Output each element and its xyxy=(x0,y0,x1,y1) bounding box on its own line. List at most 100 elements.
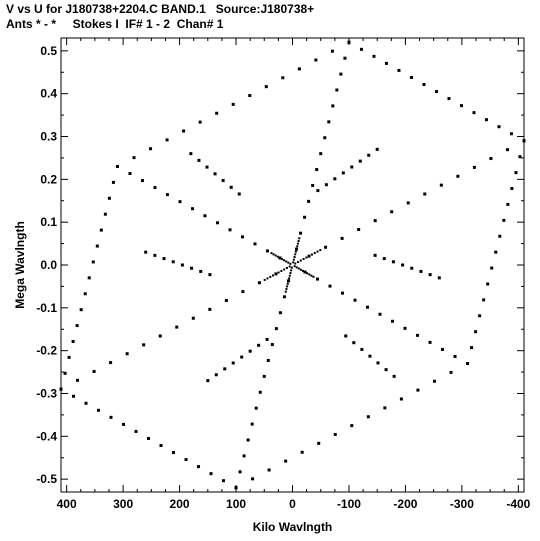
uv-point xyxy=(254,406,258,410)
uv-point xyxy=(92,369,96,373)
uv-point xyxy=(172,451,176,455)
uv-point xyxy=(335,88,339,92)
uv-point xyxy=(399,397,403,401)
uv-point xyxy=(383,406,387,410)
uv-point xyxy=(178,200,182,204)
y-tick-label: -0.5 xyxy=(36,472,57,486)
uv-point xyxy=(428,273,432,277)
uv-point xyxy=(281,76,285,80)
uv-point xyxy=(228,228,232,232)
uv-point xyxy=(283,259,286,262)
uv-point xyxy=(302,269,305,272)
x-tick-label: 200 xyxy=(170,497,190,511)
uv-point xyxy=(285,266,288,269)
x-tick-label: 100 xyxy=(226,497,246,511)
uv-point xyxy=(311,183,315,187)
x-axis-label: Kilo Wavlngth xyxy=(253,520,333,534)
y-tick-label: 0.3 xyxy=(40,130,57,144)
uv-point xyxy=(277,271,280,274)
uv-point xyxy=(278,256,281,259)
uv-point xyxy=(316,189,320,193)
uv-point xyxy=(197,158,201,162)
uv-point xyxy=(288,265,291,268)
uv-point xyxy=(287,261,290,264)
uv-point xyxy=(72,394,76,398)
uv-point xyxy=(313,252,316,255)
y-tick-label: 0.0 xyxy=(40,258,57,272)
uv-point xyxy=(509,132,513,136)
uv-point xyxy=(184,458,188,462)
uv-point xyxy=(295,266,298,269)
uv-point xyxy=(382,257,386,261)
uv-point xyxy=(191,316,195,320)
uv-point xyxy=(401,263,405,267)
uv-point xyxy=(197,465,201,469)
uv-point xyxy=(231,102,235,106)
uv-point xyxy=(272,253,275,256)
uv-point xyxy=(237,192,241,196)
uv-point xyxy=(215,221,219,225)
uv-point xyxy=(314,58,318,62)
uv-point xyxy=(331,104,335,108)
uv-point xyxy=(248,349,252,353)
uv-point xyxy=(490,266,494,270)
uv-point xyxy=(269,275,272,278)
uv-point xyxy=(300,450,304,454)
x-tick-label: 400 xyxy=(57,497,77,511)
uv-point xyxy=(171,260,175,264)
uv-point xyxy=(109,415,113,419)
uv-point xyxy=(316,277,320,281)
uv-point xyxy=(287,280,290,283)
plot-title: V vs U for J180738+2204.C BAND.1 Source:… xyxy=(6,2,315,16)
uv-point xyxy=(290,266,293,269)
uv-point xyxy=(270,343,274,347)
uv-point xyxy=(203,214,207,218)
uv-point xyxy=(262,374,266,378)
uv-point xyxy=(350,424,354,428)
uv-point xyxy=(165,193,169,197)
uv-point xyxy=(272,274,275,277)
uv-point xyxy=(140,179,144,183)
uv-point xyxy=(214,373,218,377)
uv-point xyxy=(294,253,297,256)
uv-point xyxy=(366,305,370,309)
uv-point xyxy=(107,196,111,200)
uv-point xyxy=(303,215,307,219)
uv-point xyxy=(310,274,313,277)
uv-point xyxy=(109,361,113,365)
uv-point xyxy=(373,219,377,223)
uv-point xyxy=(341,171,345,175)
uv-point xyxy=(83,292,87,296)
uv-point xyxy=(409,75,413,79)
uv-point xyxy=(434,90,438,94)
uv-point xyxy=(297,267,300,270)
y-tick-label: -0.2 xyxy=(36,344,57,358)
uv-point xyxy=(315,168,319,172)
y-tick-label: -0.4 xyxy=(36,429,57,443)
y-tick-label: 0.2 xyxy=(40,172,57,186)
axis-ticks: 400 300 200 100 0 -100 -200 -300 -400 0.5 0.4 0.3 0.… xyxy=(36,38,531,511)
uv-point xyxy=(470,346,474,350)
x-tick-label: 0 xyxy=(289,497,296,511)
uv-point xyxy=(390,210,394,214)
x-tick-label: -300 xyxy=(450,497,474,511)
uv-point xyxy=(295,247,298,250)
uv-point xyxy=(294,262,297,265)
uv-point xyxy=(284,290,287,293)
uv-point xyxy=(297,261,300,264)
uv-point xyxy=(333,177,337,181)
uv-point xyxy=(248,94,252,98)
uv-point xyxy=(453,354,457,358)
uv-point xyxy=(310,253,313,256)
uv-point xyxy=(305,256,308,259)
uv-point xyxy=(484,118,488,122)
uv-point xyxy=(290,269,293,272)
uv-point xyxy=(75,324,79,328)
uv-point xyxy=(180,263,184,267)
uv-point xyxy=(518,155,522,159)
y-tick-label: 0.4 xyxy=(40,87,57,101)
uv-point xyxy=(153,186,157,190)
plot-frame xyxy=(60,37,525,493)
uv-point xyxy=(510,187,514,191)
